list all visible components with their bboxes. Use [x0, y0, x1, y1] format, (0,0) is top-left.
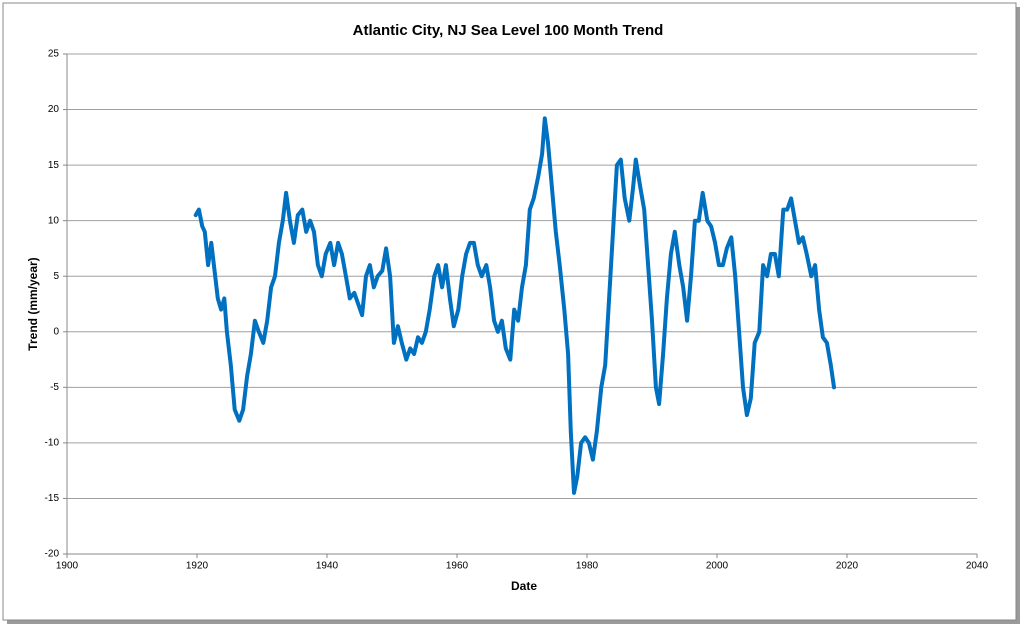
- x-tick-label: 2040: [966, 561, 989, 572]
- y-tick-label: -10: [45, 438, 60, 449]
- x-tick-label: 1940: [316, 561, 339, 572]
- x-tick-label: 1980: [576, 561, 599, 572]
- y-tick-label: -20: [45, 549, 60, 560]
- x-tick-label: 1920: [186, 561, 209, 572]
- chart-frame: [2, 2, 1017, 621]
- x-axis-title: Date: [511, 579, 537, 593]
- chart-title: Atlantic City, NJ Sea Level 100 Month Tr…: [353, 22, 664, 39]
- y-tick-label: 10: [48, 215, 60, 226]
- y-tick-label: 5: [53, 271, 59, 282]
- x-tick-label: 2020: [836, 561, 859, 572]
- data-line: [193, 116, 836, 495]
- y-axis-title: Trend (mm/year): [26, 257, 40, 350]
- x-tick-label: 1960: [446, 561, 469, 572]
- y-tick-label: 25: [48, 49, 60, 60]
- y-tick-label: -15: [45, 493, 60, 504]
- x-tick-label: 2000: [706, 561, 729, 572]
- y-tick-label: -5: [50, 382, 59, 393]
- x-tick-label: 1900: [56, 561, 79, 572]
- y-tick-label: 0: [53, 326, 59, 337]
- y-tick-label: 15: [48, 160, 60, 171]
- y-tick-label: 20: [48, 104, 60, 115]
